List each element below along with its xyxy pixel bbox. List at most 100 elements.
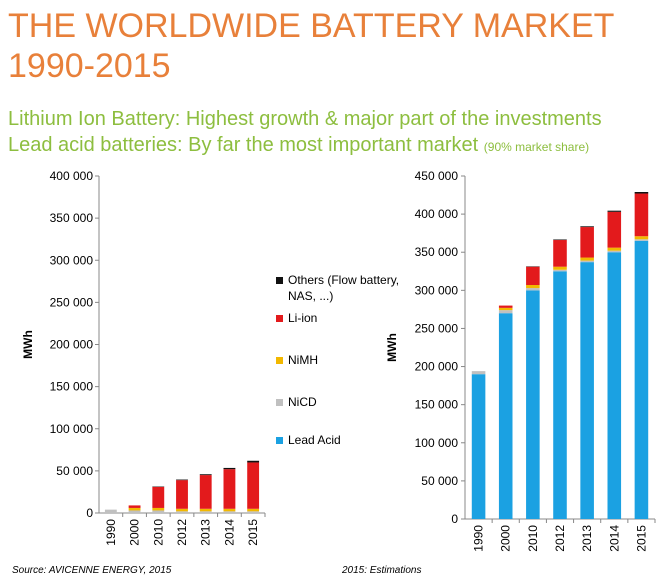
right-y-tick-label: 250 000 (415, 321, 459, 335)
subtitle-line-2: Lead acid batteries: By far the most imp… (8, 132, 658, 160)
right-y-tick-label: 350 000 (415, 245, 459, 259)
left-x-tick-label: 2012 (175, 519, 189, 546)
right-y-tick-label: 400 000 (415, 207, 459, 221)
right-bar-nicd-2012 (553, 269, 567, 272)
right-bar-li_ion-2013 (580, 227, 594, 258)
left-y-tick-label: 350 000 (50, 211, 94, 225)
right-x-tick-label: 2012 (553, 525, 567, 552)
right-y-axis-label: MWh (385, 333, 399, 362)
right-bar-li_ion-2014 (607, 211, 622, 248)
right-x-tick-label: 2014 (607, 525, 621, 552)
left-bar-others-2013 (199, 474, 212, 476)
right-bar-lead_acid-1990 (471, 374, 486, 519)
left-bar-nicd-2000 (128, 510, 141, 513)
left-x-tick-label: 2010 (151, 519, 165, 546)
right-bar-li_ion-2012 (553, 240, 567, 267)
right-x-tick-label: 2010 (526, 525, 540, 552)
left-bar-nicd-2010 (152, 510, 165, 513)
right-bar-nimh-2013 (580, 257, 594, 261)
right-bar-nicd-1990 (471, 371, 486, 375)
legend-label-li_ion: Li-ion (288, 311, 317, 325)
right-bar-nimh-2010 (526, 284, 540, 289)
right-bar-others-2015 (634, 192, 649, 194)
right-bar-nicd-2000 (498, 310, 513, 314)
right-y-tick-label: 100 000 (415, 436, 459, 450)
legend-swatch-li_ion (276, 315, 283, 322)
left-y-tick-label: 250 000 (50, 295, 94, 309)
right-x-tick-label: 2015 (634, 525, 648, 552)
right-x-tick-label: 2013 (580, 525, 594, 552)
left-bar-nimh-2000 (128, 507, 141, 511)
left-bar-nicd-2015 (247, 511, 260, 513)
legend-swatch-nimh (276, 357, 283, 364)
left-bar-nimh-2010 (152, 507, 165, 511)
legend-label-others: Others (Flow battery, (288, 273, 399, 287)
right-x-tick-label: 2000 (499, 525, 513, 552)
right-y-tick-label: 200 000 (415, 360, 459, 374)
left-bar-nimh-2015 (247, 508, 260, 512)
legend-swatch-others (276, 277, 283, 284)
subtitle-note: (90% market share) (483, 140, 590, 154)
legend-label-others-line2: NAS, ...) (288, 289, 333, 303)
right-y-tick-label: 300 000 (415, 283, 459, 297)
left-bar-nicd-2013 (199, 511, 212, 513)
right-bar-others-2013 (580, 226, 594, 228)
legend-swatch-lead_acid (276, 437, 283, 444)
left-bar-nimh-2013 (199, 508, 212, 512)
legend-label-lead_acid: Lead Acid (288, 433, 341, 447)
chart-total-market: 0 50 000 100 000 150 000 200 000 250 000 300 0… (385, 169, 656, 552)
right-bar-lead_acid-2015 (634, 240, 649, 520)
right-y-tick-label: 150 000 (415, 398, 459, 412)
left-bar-li_ion-2012 (176, 480, 188, 509)
right-bar-li_ion-2000 (498, 305, 513, 308)
left-y-tick-label: 150 000 (50, 380, 94, 394)
left-bar-nicd-2012 (176, 511, 188, 513)
title-line-2: 1990-2015 (8, 47, 171, 85)
right-bar-nicd-2010 (526, 288, 540, 291)
left-y-axis-label: MWh (21, 330, 35, 359)
subtitle: Lithium Ion Battery: Highest growth & ma… (8, 106, 658, 160)
right-bar-lead_acid-2014 (607, 252, 622, 519)
right-bar-li_ion-2010 (526, 266, 540, 285)
right-y-tick-label: 450 000 (415, 169, 459, 183)
left-bar-li_ion-2014 (223, 469, 236, 509)
chart-small-batteries: 0 50 000 100 000 150 000 200 000 250 000 300 0… (21, 169, 266, 546)
left-bar-li_ion-2015 (247, 462, 260, 509)
left-bar-nicd-2014 (223, 511, 236, 513)
left-y-tick-label: 400 000 (50, 169, 94, 183)
legend-label-nimh: NiMH (288, 353, 318, 367)
legend-swatch-nicd (276, 399, 283, 406)
page-title: THE WORLDWIDE BATTERY MARKET 1990-2015 (8, 6, 658, 86)
left-bar-nimh-2012 (176, 508, 188, 512)
left-bar-li_ion-2010 (152, 486, 165, 508)
left-y-tick-label: 300 000 (50, 253, 94, 267)
chart-legend: Others (Flow battery, NAS, ...) Li-ion NiMH… (276, 273, 399, 447)
left-x-tick-label: 2000 (128, 519, 142, 546)
left-bar-li_ion-2013 (199, 475, 212, 509)
right-y-tick-label: 0 (451, 512, 458, 526)
right-bar-others-2014 (607, 210, 622, 212)
right-bar-lead_acid-2013 (580, 262, 594, 519)
left-y-tick-label: 50 000 (56, 464, 93, 478)
left-bar-nimh-2014 (223, 508, 236, 512)
right-y-tick-label: 50 000 (421, 474, 458, 488)
right-bar-nicd-2014 (607, 250, 622, 253)
subtitle-line-2-text: Lead acid batteries: By far the most imp… (8, 134, 479, 156)
left-x-tick-label: 2014 (222, 519, 236, 546)
left-bar-others-2012 (176, 479, 188, 481)
left-y-tick-label: 0 (86, 506, 93, 520)
right-bar-li_ion-2015 (634, 193, 649, 237)
subtitle-line-1: Lithium Ion Battery: Highest growth & ma… (8, 108, 602, 130)
title-line-1: THE WORLDWIDE BATTERY MARKET (8, 7, 615, 45)
right-x-tick-label: 1990 (472, 525, 486, 552)
right-bar-nimh-2014 (607, 247, 622, 251)
legend-label-nicd: NiCD (288, 395, 317, 409)
right-bar-lead_acid-2012 (553, 271, 567, 519)
right-bar-others-2012 (553, 239, 567, 241)
estimation-note: 2015: Estimations (342, 565, 422, 576)
left-x-tick-label: 1990 (104, 519, 118, 546)
right-bar-nimh-2000 (498, 307, 513, 311)
left-bar-others-2015 (247, 460, 260, 463)
left-y-tick-label: 100 000 (50, 422, 94, 436)
